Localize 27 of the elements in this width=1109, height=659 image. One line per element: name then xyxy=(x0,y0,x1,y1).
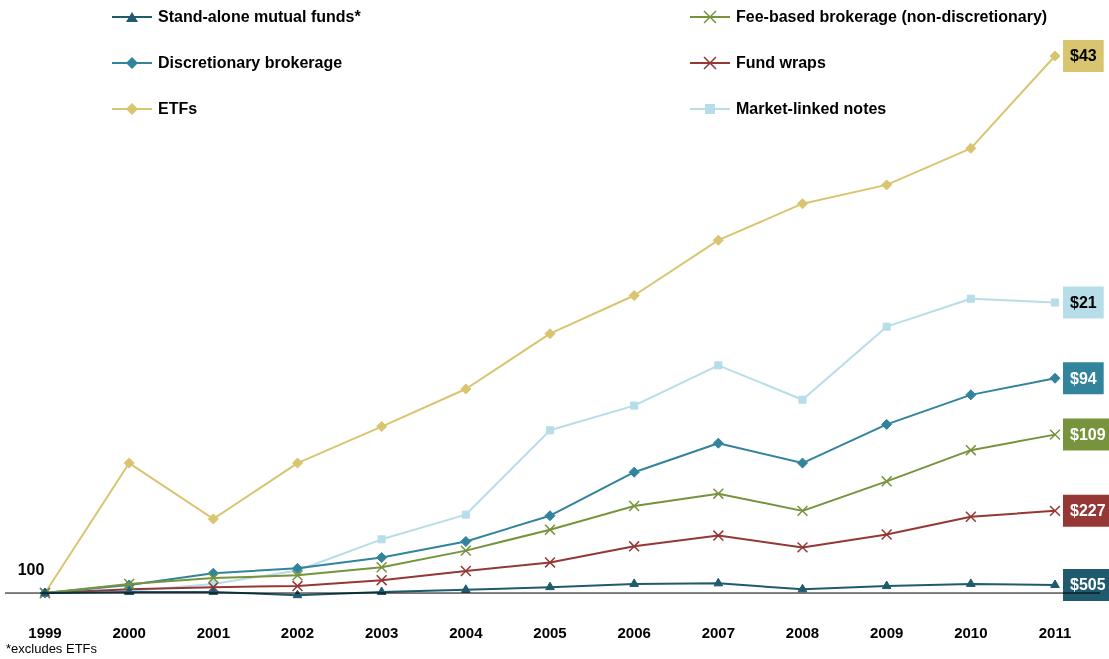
legend-label: Discretionary brokerage xyxy=(158,54,343,72)
legend-label: Fee-based brokerage (non-discretionary) xyxy=(736,8,1048,26)
annotation: $43 xyxy=(1070,47,1097,65)
x-tick-label: 2005 xyxy=(533,624,567,642)
annotation: $109 xyxy=(1070,426,1106,444)
x-tick-label: 2003 xyxy=(364,624,399,642)
legend-label: Market-linked notes xyxy=(736,100,887,118)
legend-label: ETFs xyxy=(158,100,198,118)
x-tick-label: 2001 xyxy=(196,624,231,642)
x-tick-label: 1999 xyxy=(28,624,62,642)
text: *excludes ETFs xyxy=(6,641,98,656)
annotation: $21 xyxy=(1070,293,1097,311)
legend-label: Stand-alone mutual funds* xyxy=(158,8,361,26)
x-tick-label: 2010 xyxy=(954,624,988,642)
x-tick-label: 2008 xyxy=(785,624,820,642)
x-tick-label: 2004 xyxy=(449,624,484,642)
annotation: $227 xyxy=(1070,502,1106,520)
x-tick-label: 2011 xyxy=(1038,624,1072,642)
legend-label: Fund wraps xyxy=(736,54,826,72)
x-tick-label: 2009 xyxy=(869,624,904,642)
x-tick-label: 2002 xyxy=(280,624,315,642)
annotation: $94 xyxy=(1070,369,1097,387)
annotation: $505 xyxy=(1070,576,1106,594)
annotation: 100 xyxy=(17,561,45,579)
x-tick-label: 2000 xyxy=(112,624,146,642)
x-tick-label: 2006 xyxy=(617,624,651,642)
x-tick-label: 2007 xyxy=(701,624,736,642)
